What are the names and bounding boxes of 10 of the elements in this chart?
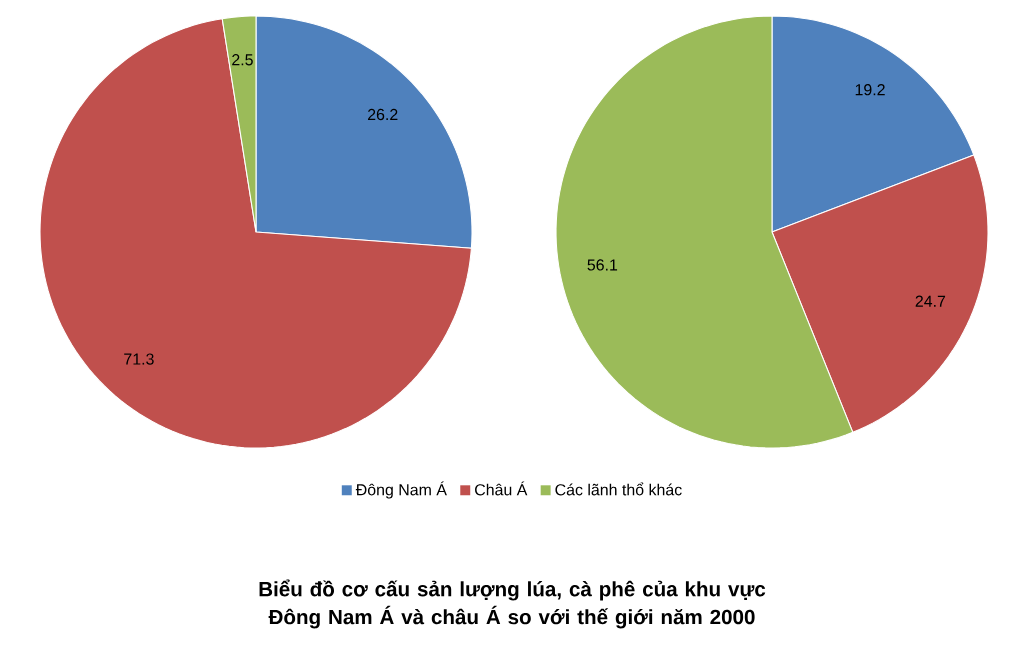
data-label: 56.1 bbox=[587, 259, 618, 271]
data-label: 24.7 bbox=[915, 295, 946, 307]
data-label: 71.3 bbox=[124, 353, 154, 365]
data-label: 26.2 bbox=[367, 108, 398, 121]
legend-label: Các lãnh thổ khác bbox=[555, 482, 682, 496]
legend-label: Châu Á bbox=[475, 481, 528, 496]
data-label: 19.2 bbox=[855, 84, 885, 96]
legend-label: Đông Nam Á bbox=[355, 481, 447, 499]
text: Biểu đồ cơ cấu sản lượng lúa, cà phê của khu vực Đông Nam Á và châu Á so với thế giới năm 2000 bbox=[259, 579, 766, 629]
data-label: 2.5 bbox=[232, 54, 253, 66]
